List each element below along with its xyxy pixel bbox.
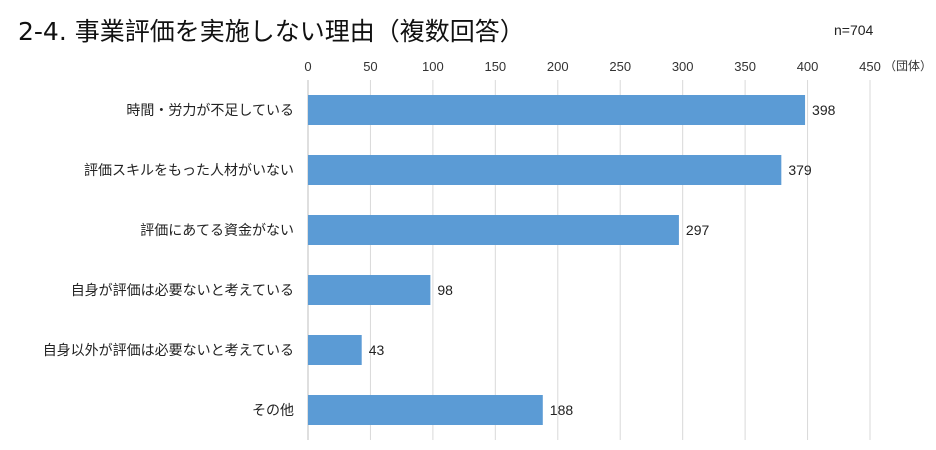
x-tick-label: 150: [484, 59, 506, 74]
bar: [308, 155, 782, 185]
x-tick-label: 450: [859, 59, 881, 74]
category-label: 時間・労力が不足している: [126, 103, 294, 119]
x-tick-label: 300: [672, 59, 694, 74]
bar: [308, 335, 362, 365]
data-label: 398: [812, 102, 836, 118]
x-tick-label: 200: [547, 59, 569, 74]
category-label: その他: [252, 403, 294, 419]
bar: [308, 395, 543, 425]
category-label: 評価にあてる資金がない: [140, 223, 294, 239]
category-labels: 時間・労力が不足している評価スキルをもった人材がいない評価にあてる資金がない自身…: [43, 103, 294, 419]
category-label: 自身が評価は必要ないと考えている: [71, 283, 294, 299]
x-tick-label: 350: [734, 59, 756, 74]
gridlines: [307, 80, 871, 440]
x-tick-label: 0: [304, 59, 311, 74]
x-tick-label: 250: [609, 59, 631, 74]
x-axis-ticks: 0 50 100 150 200 250 300 350 400 450: [304, 59, 880, 74]
data-label: 297: [686, 222, 710, 238]
bars: [308, 95, 806, 425]
data-label: 43: [369, 342, 385, 358]
bar: [308, 215, 679, 245]
data-labels: 398 379 297 98 43 188: [369, 102, 836, 418]
category-label: 評価スキルをもった人材がいない: [84, 163, 294, 179]
data-label: 379: [788, 162, 812, 178]
data-label: 98: [437, 282, 453, 298]
sample-size-label: n=704: [834, 22, 874, 38]
page-title: 2-4. 事業評価を実施しない理由（複数回答）: [18, 17, 525, 46]
x-axis-unit-label: （団体）: [884, 59, 932, 73]
x-tick-label: 50: [363, 59, 377, 74]
category-label: 自身以外が評価は必要ないと考えている: [43, 343, 294, 359]
bar: [308, 95, 806, 125]
x-tick-label: 400: [797, 59, 819, 74]
bar: [308, 275, 431, 305]
data-label: 188: [550, 402, 574, 418]
x-tick-label: 100: [422, 59, 444, 74]
